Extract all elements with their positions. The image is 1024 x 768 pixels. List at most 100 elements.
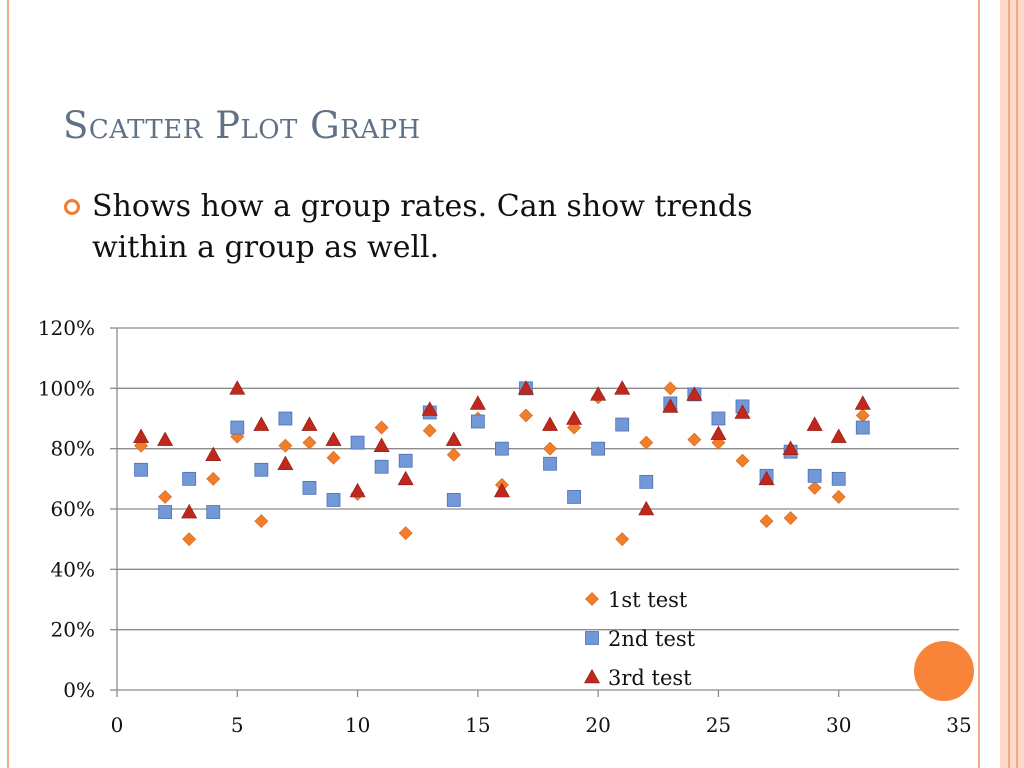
data-point <box>326 450 341 465</box>
data-point <box>254 514 269 528</box>
data-point <box>206 505 221 519</box>
frame-line-right <box>978 0 980 768</box>
x-tick-label: 10 <box>345 713 370 737</box>
data-point <box>205 446 222 461</box>
scatter-chart: 0% 20% 40% 60% 80% 100% 120% 0 5 10 15 20 25 30 35 1st… <box>38 316 972 737</box>
data-point <box>278 438 293 453</box>
legend-marker <box>585 631 599 645</box>
data-point <box>326 493 341 507</box>
data-point <box>422 423 437 438</box>
data-point <box>398 526 413 541</box>
data-point <box>278 411 293 426</box>
decorative-circle-icon <box>914 641 974 701</box>
x-tick-label: 5 <box>231 713 244 737</box>
data-point <box>181 503 198 519</box>
x-tick-label: 25 <box>706 713 731 737</box>
data-point <box>421 401 438 416</box>
data-point <box>445 431 462 446</box>
data-point <box>301 416 318 431</box>
data-point <box>495 441 509 456</box>
data-point <box>543 456 557 471</box>
data-point <box>446 447 461 462</box>
data-point <box>373 437 390 452</box>
data-point <box>542 416 559 431</box>
data-point <box>374 459 389 474</box>
data-point <box>734 404 751 419</box>
series-1 <box>134 381 870 547</box>
data-point <box>662 398 679 413</box>
x-tick-label: 0 <box>111 713 124 737</box>
band-stripe <box>1008 0 1010 768</box>
y-tick-label: 100% <box>38 376 95 400</box>
data-point <box>615 417 630 432</box>
frame-band-right <box>1000 0 1024 768</box>
y-tick-label: 20% <box>51 618 95 642</box>
data-point <box>567 490 581 504</box>
data-point <box>229 380 246 395</box>
band-stripe <box>1016 0 1018 768</box>
data-point <box>831 490 846 504</box>
data-point <box>349 482 366 498</box>
data-point <box>663 381 678 396</box>
data-point <box>687 432 702 447</box>
data-point <box>254 462 269 477</box>
data-point <box>397 470 414 486</box>
data-point <box>711 411 726 426</box>
data-point <box>855 420 870 435</box>
data-point <box>206 471 221 486</box>
data-point <box>302 435 317 450</box>
data-points <box>133 380 871 547</box>
data-point <box>807 468 822 483</box>
tick-labels: 0% 20% 40% 60% 80% 100% 120% 0 5 10 15 20 25 30 35 <box>38 316 972 737</box>
data-point <box>591 441 606 456</box>
data-point <box>519 408 533 423</box>
data-point <box>686 386 703 401</box>
y-tick-label: 40% <box>51 557 95 581</box>
data-point <box>782 440 799 455</box>
data-point <box>398 453 413 468</box>
legend-label: 1st test <box>608 588 688 612</box>
data-point <box>277 455 294 471</box>
data-point <box>302 480 317 495</box>
data-point <box>710 425 727 440</box>
data-point <box>543 441 557 456</box>
data-point <box>830 428 847 443</box>
data-point <box>735 453 750 468</box>
y-tick-label: 120% <box>38 316 95 340</box>
data-point <box>615 532 630 547</box>
data-point <box>133 428 150 443</box>
data-point <box>614 380 631 395</box>
data-point <box>855 408 870 423</box>
x-tick-label: 30 <box>826 713 851 737</box>
data-point <box>517 380 534 395</box>
data-point <box>446 493 461 507</box>
x-tick-label: 15 <box>465 713 490 737</box>
bullet-circle-icon <box>64 199 80 215</box>
data-point <box>134 462 148 477</box>
bullet-text: Shows how a group rates. Can show trends… <box>92 189 753 265</box>
data-point <box>350 435 365 450</box>
data-point <box>639 435 654 450</box>
slide-title: Scatter Plot Graph <box>63 104 421 147</box>
y-tick-label: 60% <box>51 497 95 521</box>
legend-label: 2nd test <box>608 627 696 651</box>
data-point <box>638 500 655 516</box>
data-point <box>157 431 174 446</box>
data-point <box>374 420 389 435</box>
x-tick-label: 35 <box>946 713 971 737</box>
data-point <box>831 471 846 486</box>
data-point <box>469 395 486 410</box>
data-point <box>230 420 245 435</box>
data-point <box>158 490 173 504</box>
legend-label: 3rd test <box>608 666 692 690</box>
data-point <box>493 482 510 498</box>
data-point <box>158 505 173 519</box>
data-point <box>182 532 197 547</box>
data-point <box>783 511 798 525</box>
data-point <box>182 471 197 486</box>
data-point <box>566 410 583 425</box>
series-2 <box>134 381 870 519</box>
data-point <box>759 514 774 528</box>
data-point <box>253 416 270 431</box>
legend: 1st test 2nd test 3rd test <box>583 588 696 690</box>
